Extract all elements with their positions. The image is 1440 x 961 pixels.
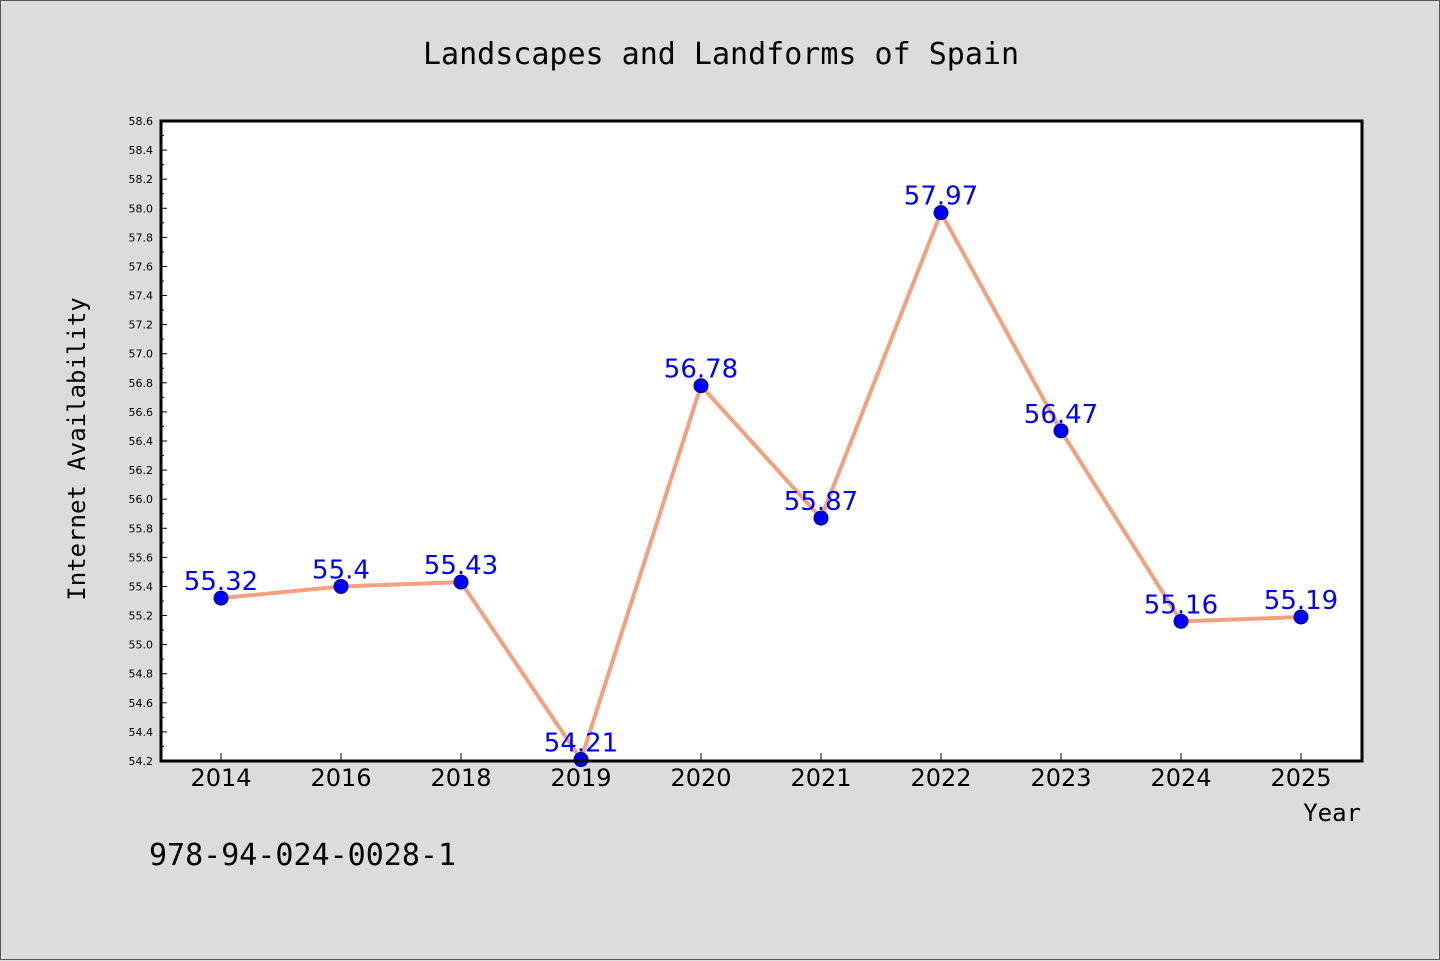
data-label: 55.19 xyxy=(1264,586,1338,616)
x-tick-label: 2023 xyxy=(1030,764,1091,792)
y-tick-label: 57.8 xyxy=(129,231,154,244)
y-tick-label: 56.8 xyxy=(129,377,154,390)
y-tick-label: 54.8 xyxy=(129,668,154,681)
y-tick-label: 54.4 xyxy=(129,726,154,739)
y-tick-label: 56.2 xyxy=(129,464,154,477)
series-line xyxy=(220,210,1302,762)
y-axis: 54.2 54.4 54.6 54.8 55.0 55.2 55.4 55.6 55.8 56.0… xyxy=(129,115,167,768)
y-tick-label: 56.4 xyxy=(129,435,154,448)
data-label: 56.47 xyxy=(1024,400,1098,430)
data-point xyxy=(693,378,709,394)
y-tick-label: 57.6 xyxy=(129,260,154,273)
data-label: 54.21 xyxy=(544,729,618,759)
x-tick-label: 2014 xyxy=(190,764,251,792)
data-label: 56.78 xyxy=(664,355,738,385)
y-tick-label: 58.6 xyxy=(129,115,154,128)
y-axis-label: Internet Availability xyxy=(63,297,91,600)
y-tick-label: 56.6 xyxy=(129,406,154,419)
y-tick-label: 55.2 xyxy=(129,610,154,623)
y-tick-label: 55.0 xyxy=(129,639,154,652)
y-tick-label: 55.4 xyxy=(129,580,154,593)
y-tick-label: 54.2 xyxy=(129,755,154,768)
x-tick-label: 2022 xyxy=(910,764,971,792)
x-axis-label: Year xyxy=(1303,799,1361,827)
data-point xyxy=(333,578,349,594)
data-point xyxy=(813,510,829,526)
y-tick-label: 56.0 xyxy=(129,493,154,506)
data-point xyxy=(1053,423,1069,439)
data-point xyxy=(933,205,949,221)
x-tick-label: 2016 xyxy=(310,764,371,792)
data-label: 55.16 xyxy=(1144,590,1218,620)
data-label: 57.97 xyxy=(904,182,978,212)
x-tick-label: 2020 xyxy=(670,764,731,792)
data-point xyxy=(453,574,469,590)
series-layer xyxy=(213,205,1309,768)
x-tick-label: 2021 xyxy=(790,764,851,792)
x-axis: 2014 2016 2018 2019 2020 2021 2022 2023 2024 2025 xyxy=(190,753,1332,792)
y-tick-label: 57.2 xyxy=(129,319,154,332)
x-tick-label: 2018 xyxy=(430,764,491,792)
y-tick-label: 58.0 xyxy=(129,202,154,215)
data-point xyxy=(213,590,229,606)
y-tick-label: 55.6 xyxy=(129,551,154,564)
x-tick-label: 2024 xyxy=(1150,764,1211,792)
y-tick-label: 55.8 xyxy=(129,522,154,535)
y-tick-label: 58.2 xyxy=(129,173,154,186)
y-tick-label: 58.4 xyxy=(129,144,154,157)
data-label: 55.87 xyxy=(784,487,858,517)
data-label: 55.4 xyxy=(312,555,370,585)
x-tick-label: 2019 xyxy=(550,764,611,792)
isbn-footnote: 978-94-024-0028-1 xyxy=(149,838,456,873)
data-label: 55.32 xyxy=(184,567,258,597)
data-label: 55.43 xyxy=(424,551,498,581)
data-point xyxy=(1293,609,1309,625)
x-tick-label: 2025 xyxy=(1270,764,1331,792)
plot-border xyxy=(159,119,1364,763)
data-label-layer: 55.32 55.4 55.43 54.21 56.78 55.87 57.97 56.47 5… xyxy=(184,182,1338,759)
y-tick-label: 57.4 xyxy=(129,290,154,303)
plot-area xyxy=(161,121,1362,761)
y-tick-label: 57.0 xyxy=(129,348,154,361)
data-point xyxy=(1173,613,1189,629)
chart-title: Landscapes and Landforms of Spain xyxy=(423,37,1019,72)
y-tick-label: 54.6 xyxy=(129,697,154,710)
